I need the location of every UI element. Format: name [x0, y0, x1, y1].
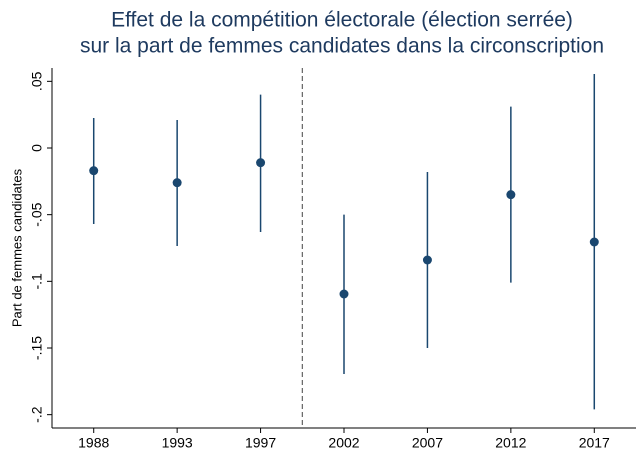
y-tick-label: 0 [29, 144, 45, 152]
point [422, 255, 432, 265]
y-axis-label: Part de femmes candidates [9, 168, 24, 327]
x-tick-label: 2007 [412, 435, 443, 450]
y-tick-label: -.1 [29, 273, 45, 290]
chart-title: sur la part de femmes candidates dans la… [80, 35, 604, 58]
point [506, 190, 516, 200]
y-tick-label: .05 [29, 71, 45, 91]
point [339, 289, 349, 299]
y-tick-label: -.05 [29, 202, 45, 226]
y-tick-label: -.15 [29, 336, 45, 360]
y-tick-label: -.2 [29, 406, 45, 423]
point [256, 158, 266, 168]
x-tick-label: 2017 [579, 435, 610, 450]
point [89, 166, 99, 176]
x-tick-label: 1997 [245, 435, 276, 450]
x-tick-label: 2012 [495, 435, 526, 450]
x-tick-label: 1993 [162, 435, 193, 450]
chart-title: Effet de la compétition électorale (élec… [111, 9, 573, 32]
point [172, 178, 182, 188]
x-tick-label: 1988 [78, 435, 109, 450]
x-tick-label: 2002 [328, 435, 359, 450]
point [589, 237, 599, 247]
